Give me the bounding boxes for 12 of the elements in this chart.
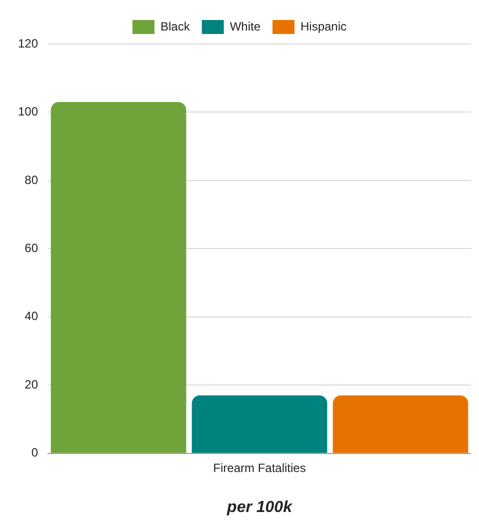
y-tick-label: 0 [31, 446, 38, 460]
legend-label: Hispanic [300, 19, 347, 34]
y-tick-label: 60 [24, 241, 38, 256]
x-axis-title: per 100k [226, 498, 294, 516]
y-tick-label: 20 [24, 377, 38, 392]
y-tick-label: 120 [18, 36, 38, 50]
x-tick-label: Firearm Fatalities [213, 460, 306, 475]
y-tick-label: 100 [18, 104, 38, 119]
y-tick-label: 40 [24, 309, 38, 324]
y-tick-label: 80 [24, 172, 38, 187]
legend-label: White [230, 19, 261, 34]
legend-label: Black [160, 19, 191, 34]
